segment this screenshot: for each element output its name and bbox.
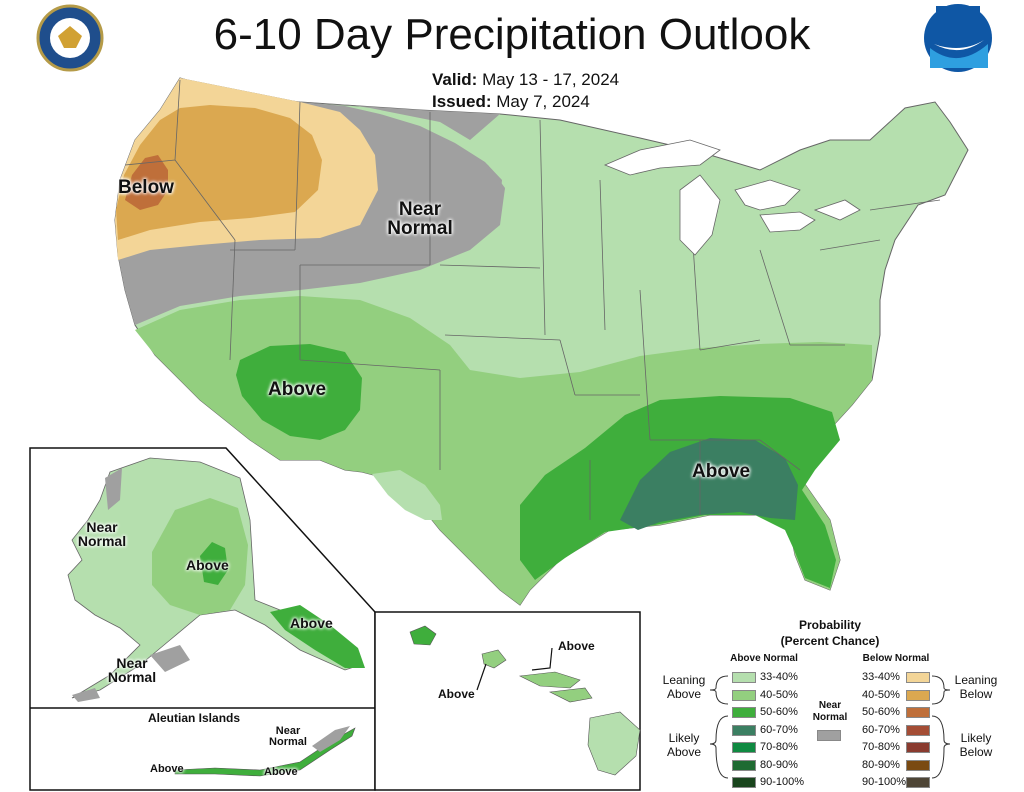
- legend-below-swatch: [906, 759, 930, 771]
- label-alaska-near-normal-west: Near Normal: [77, 519, 127, 549]
- legend-likely-above: Likely Above: [666, 731, 702, 759]
- legend-above-range: 50-60%: [760, 706, 798, 718]
- legend-above-swatch: [732, 724, 756, 736]
- legend-below-range: 70-80%: [862, 741, 900, 753]
- legend-above-swatch: [732, 777, 756, 788]
- label-alaska-near-normal-south: Near Normal: [107, 655, 157, 685]
- issued-value: May 7, 2024: [496, 92, 590, 111]
- label-southwest-above: Above: [268, 379, 327, 400]
- legend-title-2: (Percent Chance): [780, 634, 880, 648]
- hawaii-leader-left: [476, 663, 487, 691]
- legend-below-header: Below Normal: [862, 653, 930, 664]
- legend-above-range: 33-40%: [760, 671, 798, 683]
- issued-label: Issued:: [432, 92, 492, 111]
- legend-above-range: 90-100%: [760, 776, 805, 788]
- alaska-panhandle-above: [270, 605, 365, 668]
- label-hawaii-above-right: Above: [558, 639, 595, 653]
- label-alaska-above-panhandle: Above: [290, 615, 333, 631]
- label-hawaii-above-left: Above: [438, 687, 475, 701]
- legend-braces: [709, 675, 951, 779]
- issued-line: Issued: May 7, 2024: [432, 92, 590, 112]
- label-alaska-above-center: Above: [186, 557, 229, 573]
- legend-near-normal-swatch: [817, 730, 841, 741]
- map-title: 6-10 Day Precipitation Outlook: [213, 10, 811, 59]
- great-lakes: [603, 139, 861, 256]
- state-lines: [124, 79, 941, 520]
- region-above-60-70-se: [620, 438, 798, 530]
- region-below-40-50: [116, 105, 322, 240]
- hawaii-leader-right: [531, 647, 553, 671]
- commerce-seal-icon: [36, 4, 104, 72]
- legend-below-swatch: [906, 672, 930, 683]
- aleutian-near-normal: [312, 726, 350, 752]
- legend-above-swatch: [732, 707, 756, 718]
- region-above-50-60-sw: [236, 344, 362, 440]
- legend-below-range: 40-50%: [862, 688, 900, 701]
- legend-below-range: 80-90%: [862, 758, 900, 771]
- region-above-33-40-tx: [372, 470, 442, 520]
- legend-above-swatch: [732, 759, 756, 771]
- label-aleutian-above-left: Above: [150, 763, 184, 775]
- region-below-50-60: [125, 155, 168, 210]
- legend-below-swatch: [906, 707, 930, 718]
- label-aleutian-near-normal: Near Normal: [269, 725, 307, 748]
- alaska-near-normal-nw: [105, 468, 122, 510]
- legend-near-normal-label: Near Normal: [812, 700, 848, 723]
- hawaii-oahu: [481, 649, 507, 669]
- legend-below-range: 60-70%: [862, 723, 900, 736]
- legend-leaning-below: Leaning Below: [954, 673, 998, 701]
- legend-below-swatch: [906, 689, 930, 701]
- legend-title-1: Probability: [798, 618, 861, 632]
- legend-above-range: 40-50%: [760, 688, 798, 701]
- legend-above-swatch: [732, 689, 756, 701]
- noaa-logo-icon: [924, 4, 992, 72]
- alaska-above-50-60: [200, 542, 228, 585]
- legend-above-swatch: [732, 742, 756, 753]
- legend-above-header: Above Normal: [730, 653, 798, 664]
- label-west-below: Below: [118, 177, 174, 198]
- aleutian-chain: [174, 727, 356, 777]
- legend-above-range: 60-70%: [760, 723, 798, 736]
- alaska-above-40-50: [152, 498, 248, 615]
- legend-below-range: 90-100%: [862, 776, 907, 788]
- legend-below-range: 50-60%: [862, 706, 900, 718]
- label-aleutian-title: Aleutian Islands: [148, 711, 241, 725]
- label-north-near-normal: Near Normal: [387, 199, 453, 239]
- legend-below-swatch: [906, 742, 930, 753]
- legend-above-swatch: [732, 672, 756, 683]
- legend-above-range: 70-80%: [760, 741, 798, 753]
- hawaii-big-island: [587, 711, 641, 776]
- valid-label: Valid:: [432, 70, 478, 89]
- legend-below-swatch: [906, 724, 930, 736]
- valid-value: May 13 - 17, 2024: [482, 70, 620, 89]
- legend-below-range: 33-40%: [862, 671, 900, 683]
- label-southeast-above: Above: [692, 461, 751, 482]
- label-aleutian-above-right: Above: [264, 766, 298, 778]
- hawaii-kauai: [409, 625, 437, 646]
- legend-likely-below: Likely Below: [959, 731, 993, 759]
- alaska-near-normal-south: [72, 645, 190, 702]
- legend-leaning-above: Leaning Above: [662, 673, 706, 701]
- valid-line: Valid: May 13 - 17, 2024: [432, 70, 619, 90]
- legend-above-range: 80-90%: [760, 758, 798, 771]
- legend-below-swatch: [906, 777, 930, 788]
- hawaii-maui-group: [518, 671, 593, 703]
